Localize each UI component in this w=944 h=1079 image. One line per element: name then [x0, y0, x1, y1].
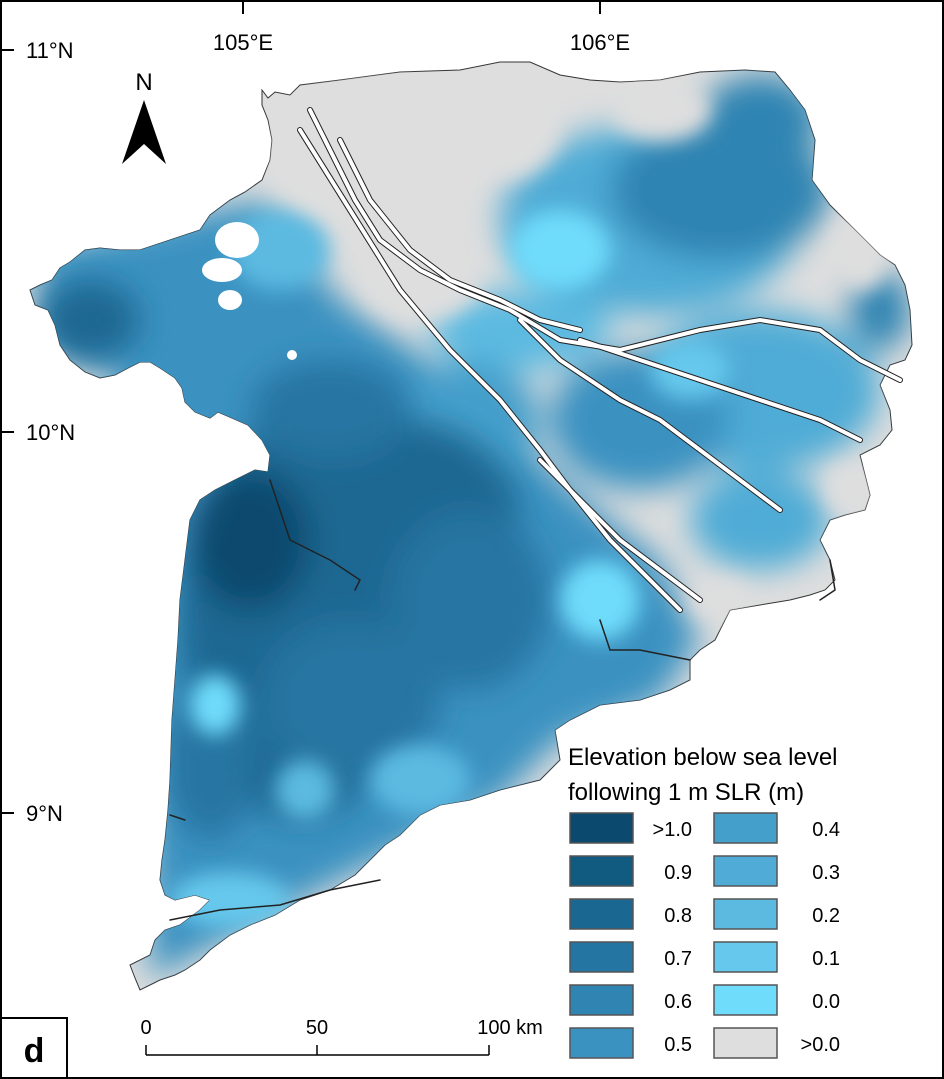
latitude-label-11n: 11°N: [26, 38, 74, 63]
panel-label-box: [0, 1017, 68, 1079]
latitude-label-9n: 9°N: [26, 801, 63, 826]
north-arrow: N: [122, 69, 166, 164]
legend-swatch: [569, 941, 634, 973]
legend-label: 0.9: [664, 862, 692, 884]
legend-label: >0.0: [801, 1034, 840, 1056]
inundation-raster: [40, 75, 910, 980]
legend-label: 0.2: [812, 905, 840, 927]
legend-swatch: [713, 855, 778, 887]
legend-title-line2: following 1 m SLR (m): [568, 779, 804, 806]
north-arrow-label: N: [135, 69, 152, 96]
legend-label: 0.7: [664, 948, 692, 970]
legend-label: 0.0: [812, 991, 840, 1013]
legend-items: >1.0 0.9 0.8 0.7 0.6 0.5 0.4 0.3 0.2 0.1 0.0 >0.0: [569, 812, 840, 1059]
legend-swatch: [569, 898, 634, 930]
legend-swatch: [713, 898, 778, 930]
north-arrow-icon: [122, 100, 166, 164]
legend-swatch: [569, 812, 634, 844]
graticule-ticks: [1, 1, 601, 814]
legend-swatch: [713, 984, 778, 1016]
legend-label: 0.1: [812, 948, 840, 970]
legend-title-line1: Elevation below sea level: [568, 744, 838, 771]
scale-label-50: 50: [306, 1017, 328, 1039]
legend-swatch: [569, 855, 634, 887]
scale-bar: [145, 1045, 490, 1056]
legend-label: 0.3: [812, 862, 840, 884]
longitude-label-105e: 105°E: [213, 30, 273, 55]
legend-label: 0.4: [812, 819, 840, 841]
longitude-label-106e: 106°E: [570, 30, 630, 55]
legend-label: 0.8: [664, 905, 692, 927]
legend-swatch: [569, 984, 634, 1016]
mekong-delta-landmass: [29, 61, 913, 991]
panel-label: d: [24, 1032, 45, 1070]
river-channels: [169, 107, 903, 921]
scale-label-0: 0: [140, 1017, 151, 1039]
legend-swatch: [713, 941, 778, 973]
legend-swatch: [569, 1027, 634, 1059]
latitude-label-10n: 10°N: [26, 420, 75, 445]
scale-label-100: 100 km: [477, 1017, 543, 1039]
legend-label: >1.0: [653, 819, 692, 841]
legend: Elevation below sea level following 1 m …: [568, 744, 840, 1059]
legend-swatch: [713, 1027, 778, 1059]
legend-label: 0.5: [664, 1034, 692, 1056]
legend-swatch: [713, 812, 778, 844]
legend-label: 0.6: [664, 991, 692, 1013]
